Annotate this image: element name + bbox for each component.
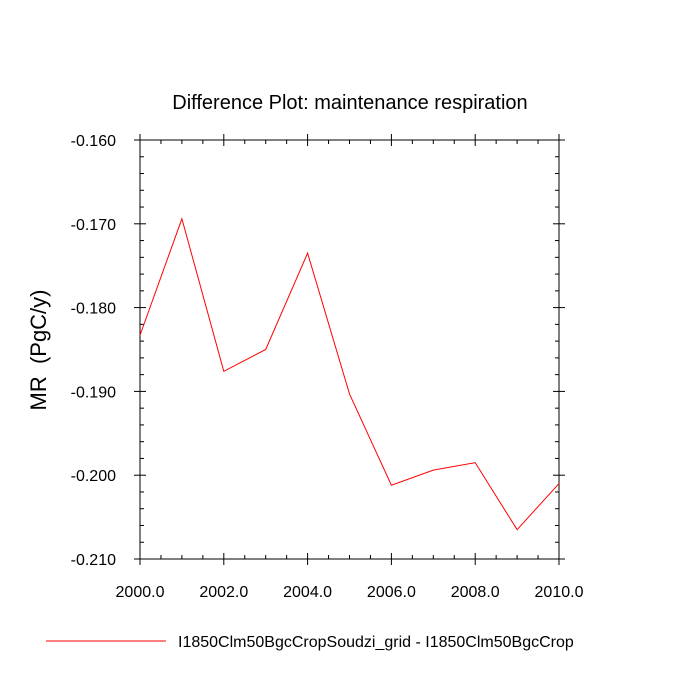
series-group (139, 217, 560, 531)
legend-label: I1850Clm50BgcCropSoudzi_grid - I1850Clm5… (178, 634, 574, 651)
x-tick-label: 2002.0 (199, 584, 248, 601)
y-axis-label: MR (PgC/y) (26, 290, 51, 411)
y-tick-label: -0.190 (71, 384, 116, 401)
y-tick-label: -0.210 (71, 552, 116, 569)
x-tick-label: 2006.0 (367, 584, 416, 601)
x-tick-label: 2008.0 (451, 584, 500, 601)
axis-ticks (134, 134, 565, 565)
x-tick-label: 2010.0 (535, 584, 584, 601)
y-tick-label: -0.160 (71, 133, 116, 150)
x-tick-label: 2000.0 (116, 584, 165, 601)
series-line (139, 217, 560, 531)
y-tick-label: -0.170 (71, 217, 116, 234)
chart-title: Difference Plot: maintenance respiration (172, 92, 527, 114)
x-tick-label: 2004.0 (283, 584, 332, 601)
axis-tick-labels: 2000.0 2002.0 2004.0 2006.0 2008.0 2010.0 -0.1… (71, 133, 584, 601)
y-tick-label: -0.200 (71, 468, 116, 485)
y-tick-label: -0.180 (71, 301, 116, 318)
